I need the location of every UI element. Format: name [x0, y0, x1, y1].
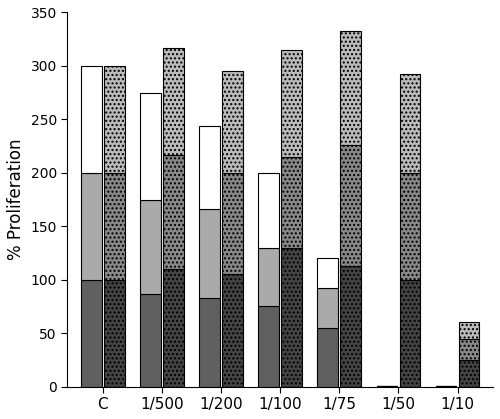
Bar — [199, 209, 220, 298]
Bar — [81, 173, 102, 280]
Bar — [400, 280, 420, 387]
Bar — [318, 288, 338, 328]
Bar — [104, 66, 124, 173]
Bar — [258, 173, 279, 248]
Y-axis label: % Proliferation: % Proliferation — [7, 139, 25, 260]
Bar — [318, 328, 338, 387]
Bar — [163, 48, 184, 155]
Bar — [222, 71, 243, 173]
Bar — [282, 157, 302, 248]
Bar — [459, 323, 479, 339]
Bar — [400, 75, 420, 173]
Bar — [340, 266, 361, 387]
Bar — [222, 274, 243, 387]
Bar — [282, 248, 302, 387]
Bar — [163, 269, 184, 387]
Bar — [376, 385, 398, 387]
Bar — [340, 31, 361, 145]
Bar — [199, 298, 220, 387]
Bar — [459, 360, 479, 387]
Bar — [81, 280, 102, 387]
Bar — [318, 259, 338, 288]
Bar — [222, 173, 243, 274]
Bar — [140, 93, 160, 199]
Bar — [282, 50, 302, 157]
Bar — [340, 145, 361, 266]
Bar — [436, 385, 456, 387]
Bar — [258, 248, 279, 306]
Bar — [400, 173, 420, 280]
Bar — [81, 66, 102, 173]
Bar — [104, 280, 124, 387]
Bar — [199, 126, 220, 209]
Bar — [104, 173, 124, 280]
Bar — [140, 294, 160, 387]
Bar — [163, 155, 184, 269]
Bar — [258, 306, 279, 387]
Bar — [459, 339, 479, 360]
Bar — [140, 199, 160, 294]
